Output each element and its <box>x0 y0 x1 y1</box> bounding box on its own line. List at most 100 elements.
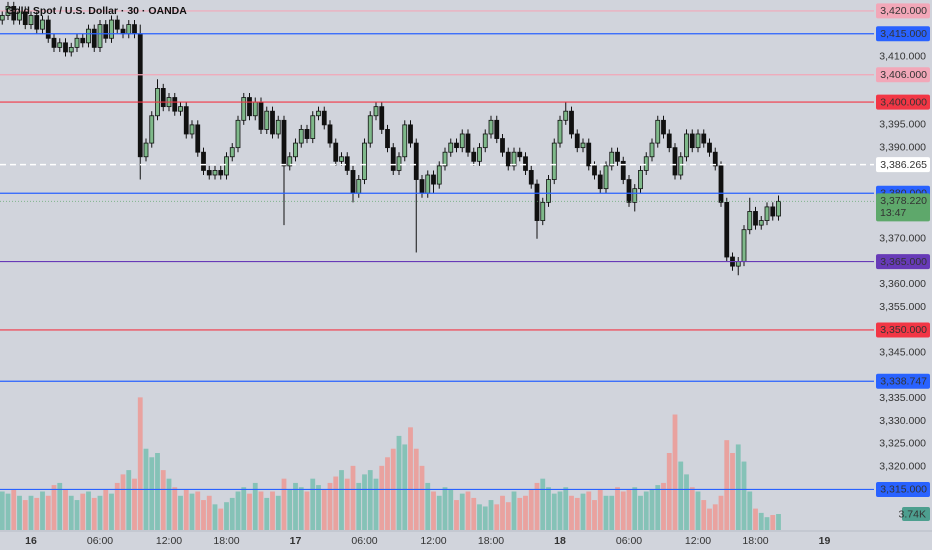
level-label: 3,420.000 <box>880 5 927 17</box>
volume-bar <box>712 504 718 530</box>
volume-bar <box>339 470 344 530</box>
candle-body <box>74 37 80 48</box>
candle-body <box>178 106 183 112</box>
candle-body <box>34 15 40 30</box>
candle-body <box>632 188 638 203</box>
volume-bar <box>367 470 373 530</box>
candle-body <box>672 147 678 176</box>
volume-bar <box>408 427 413 530</box>
volume-bar <box>183 489 189 530</box>
candle-body <box>264 110 270 130</box>
volume-bar <box>534 482 540 530</box>
volume-bar <box>569 495 574 530</box>
volume-bar <box>528 489 534 530</box>
volume-bar <box>753 508 758 530</box>
volume-bar <box>109 493 114 530</box>
volume-bar <box>574 497 580 530</box>
candle-body <box>310 115 316 139</box>
volume-bar <box>471 497 477 530</box>
candle-body <box>385 129 390 149</box>
candle-body <box>494 119 500 139</box>
candle-body <box>776 200 781 217</box>
volume-bar <box>425 482 431 530</box>
volume-bar <box>270 491 275 530</box>
candle-body <box>511 151 517 167</box>
volume-bar <box>459 493 465 530</box>
candle-body <box>339 156 344 162</box>
candle-body <box>11 5 17 21</box>
candle-body <box>298 129 304 144</box>
candle-body <box>666 133 672 149</box>
level-label: 3,406.000 <box>880 69 927 81</box>
candle-body <box>770 206 776 217</box>
candle-body <box>436 165 442 185</box>
volume-bar <box>293 482 298 530</box>
candle-body <box>540 201 546 221</box>
candle-body <box>241 97 247 121</box>
volume-bar <box>45 495 51 530</box>
volume-bar <box>580 493 586 530</box>
level-badge <box>876 3 930 19</box>
x-tick-label: 12:00 <box>685 535 711 547</box>
level-badge <box>876 67 930 83</box>
candle-body <box>333 142 339 162</box>
volume-bar <box>465 491 471 530</box>
volume-bar <box>201 500 206 530</box>
volume-bar <box>638 495 643 530</box>
level-badge <box>876 322 930 338</box>
candle-body <box>379 106 385 130</box>
candle-body <box>413 142 419 180</box>
level-label: 3,365.000 <box>880 256 927 268</box>
x-tick-label: 16 <box>25 535 37 547</box>
level-label: 3,415.000 <box>880 28 927 40</box>
candle-body <box>281 119 287 167</box>
volume-bar <box>672 414 678 530</box>
candle-body <box>724 201 730 258</box>
volume-bar <box>189 493 195 530</box>
volume-bar <box>632 487 638 530</box>
candle-body <box>753 211 758 226</box>
volume-bar <box>114 482 120 530</box>
volume-bar <box>500 495 505 530</box>
volume-bar <box>442 487 448 530</box>
candle-body <box>195 124 201 153</box>
volume-bar <box>626 489 632 530</box>
candle-body <box>45 19 51 39</box>
candle-body <box>120 28 126 35</box>
y-tick-label: 3,335.000 <box>879 392 926 404</box>
candle-body <box>109 19 114 39</box>
candle-body <box>735 261 741 267</box>
candle-body <box>477 147 482 162</box>
x-tick-label: 06:00 <box>616 535 642 547</box>
y-tick-label: 3,370.000 <box>879 233 926 245</box>
x-tick-label: 17 <box>290 535 302 547</box>
candle-body <box>574 133 580 149</box>
candle-body <box>701 133 707 144</box>
volume-bar <box>298 487 304 530</box>
candle-body <box>661 119 666 135</box>
volume-bar <box>758 512 764 530</box>
volume-bar <box>695 491 701 530</box>
candle-body <box>712 151 718 167</box>
volume-bar <box>419 465 425 530</box>
volume-bar <box>735 444 741 530</box>
volume-bar <box>373 478 379 530</box>
y-tick-label: 3,325.000 <box>879 438 926 450</box>
candle-body <box>218 170 224 176</box>
volume-bar <box>218 508 224 530</box>
candle-body <box>316 110 321 117</box>
last-price-label: 3,378.220 <box>880 195 927 207</box>
volume-bar <box>488 500 494 530</box>
candle-body <box>592 165 597 176</box>
y-tick-label: 3,395.000 <box>879 119 926 131</box>
volume-bar <box>494 504 500 530</box>
candle-body <box>373 106 379 117</box>
y-tick-label: 3,330.000 <box>879 415 926 427</box>
x-tick-label: 06:00 <box>87 535 113 547</box>
candle-body <box>678 156 684 176</box>
candle-body <box>603 165 609 190</box>
volume-bar <box>166 478 172 530</box>
candle-body <box>563 110 569 121</box>
